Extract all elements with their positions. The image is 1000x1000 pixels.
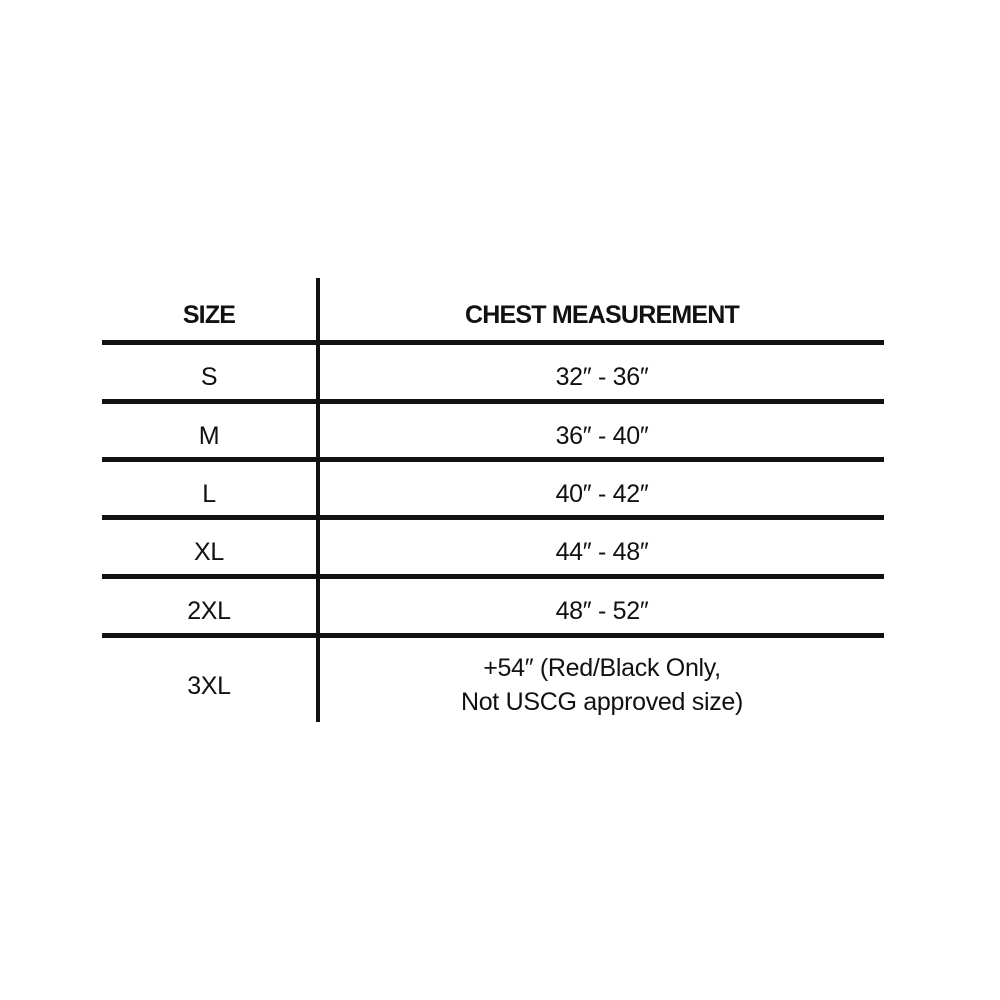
size-cell: L	[202, 480, 216, 508]
chest-cell: 36″ - 40″	[555, 422, 649, 450]
size-cell: 3XL	[187, 672, 231, 700]
header-size: SIZE	[182, 301, 236, 329]
column-divider	[316, 278, 320, 722]
chest-cell: 44″ - 48″	[555, 538, 649, 566]
row-divider	[102, 515, 884, 520]
chest-cell: 48″ - 52″	[555, 597, 649, 625]
row-divider	[102, 399, 884, 404]
chest-cell-note: Not USCG approved size)	[460, 688, 744, 716]
size-cell: M	[198, 422, 220, 450]
size-cell: 2XL	[187, 597, 231, 625]
size-cell: XL	[194, 538, 224, 566]
chest-cell: 32″ - 36″	[555, 363, 649, 391]
row-divider	[102, 633, 884, 638]
chest-cell: 40″ - 42″	[555, 480, 649, 508]
header-chest-measurement: CHEST MEASUREMENT	[465, 301, 740, 329]
row-divider	[102, 340, 884, 345]
size-cell: S	[200, 363, 218, 391]
row-divider	[102, 457, 884, 462]
row-divider	[102, 574, 884, 579]
chest-cell: +54″ (Red/Black Only,	[483, 654, 721, 682]
